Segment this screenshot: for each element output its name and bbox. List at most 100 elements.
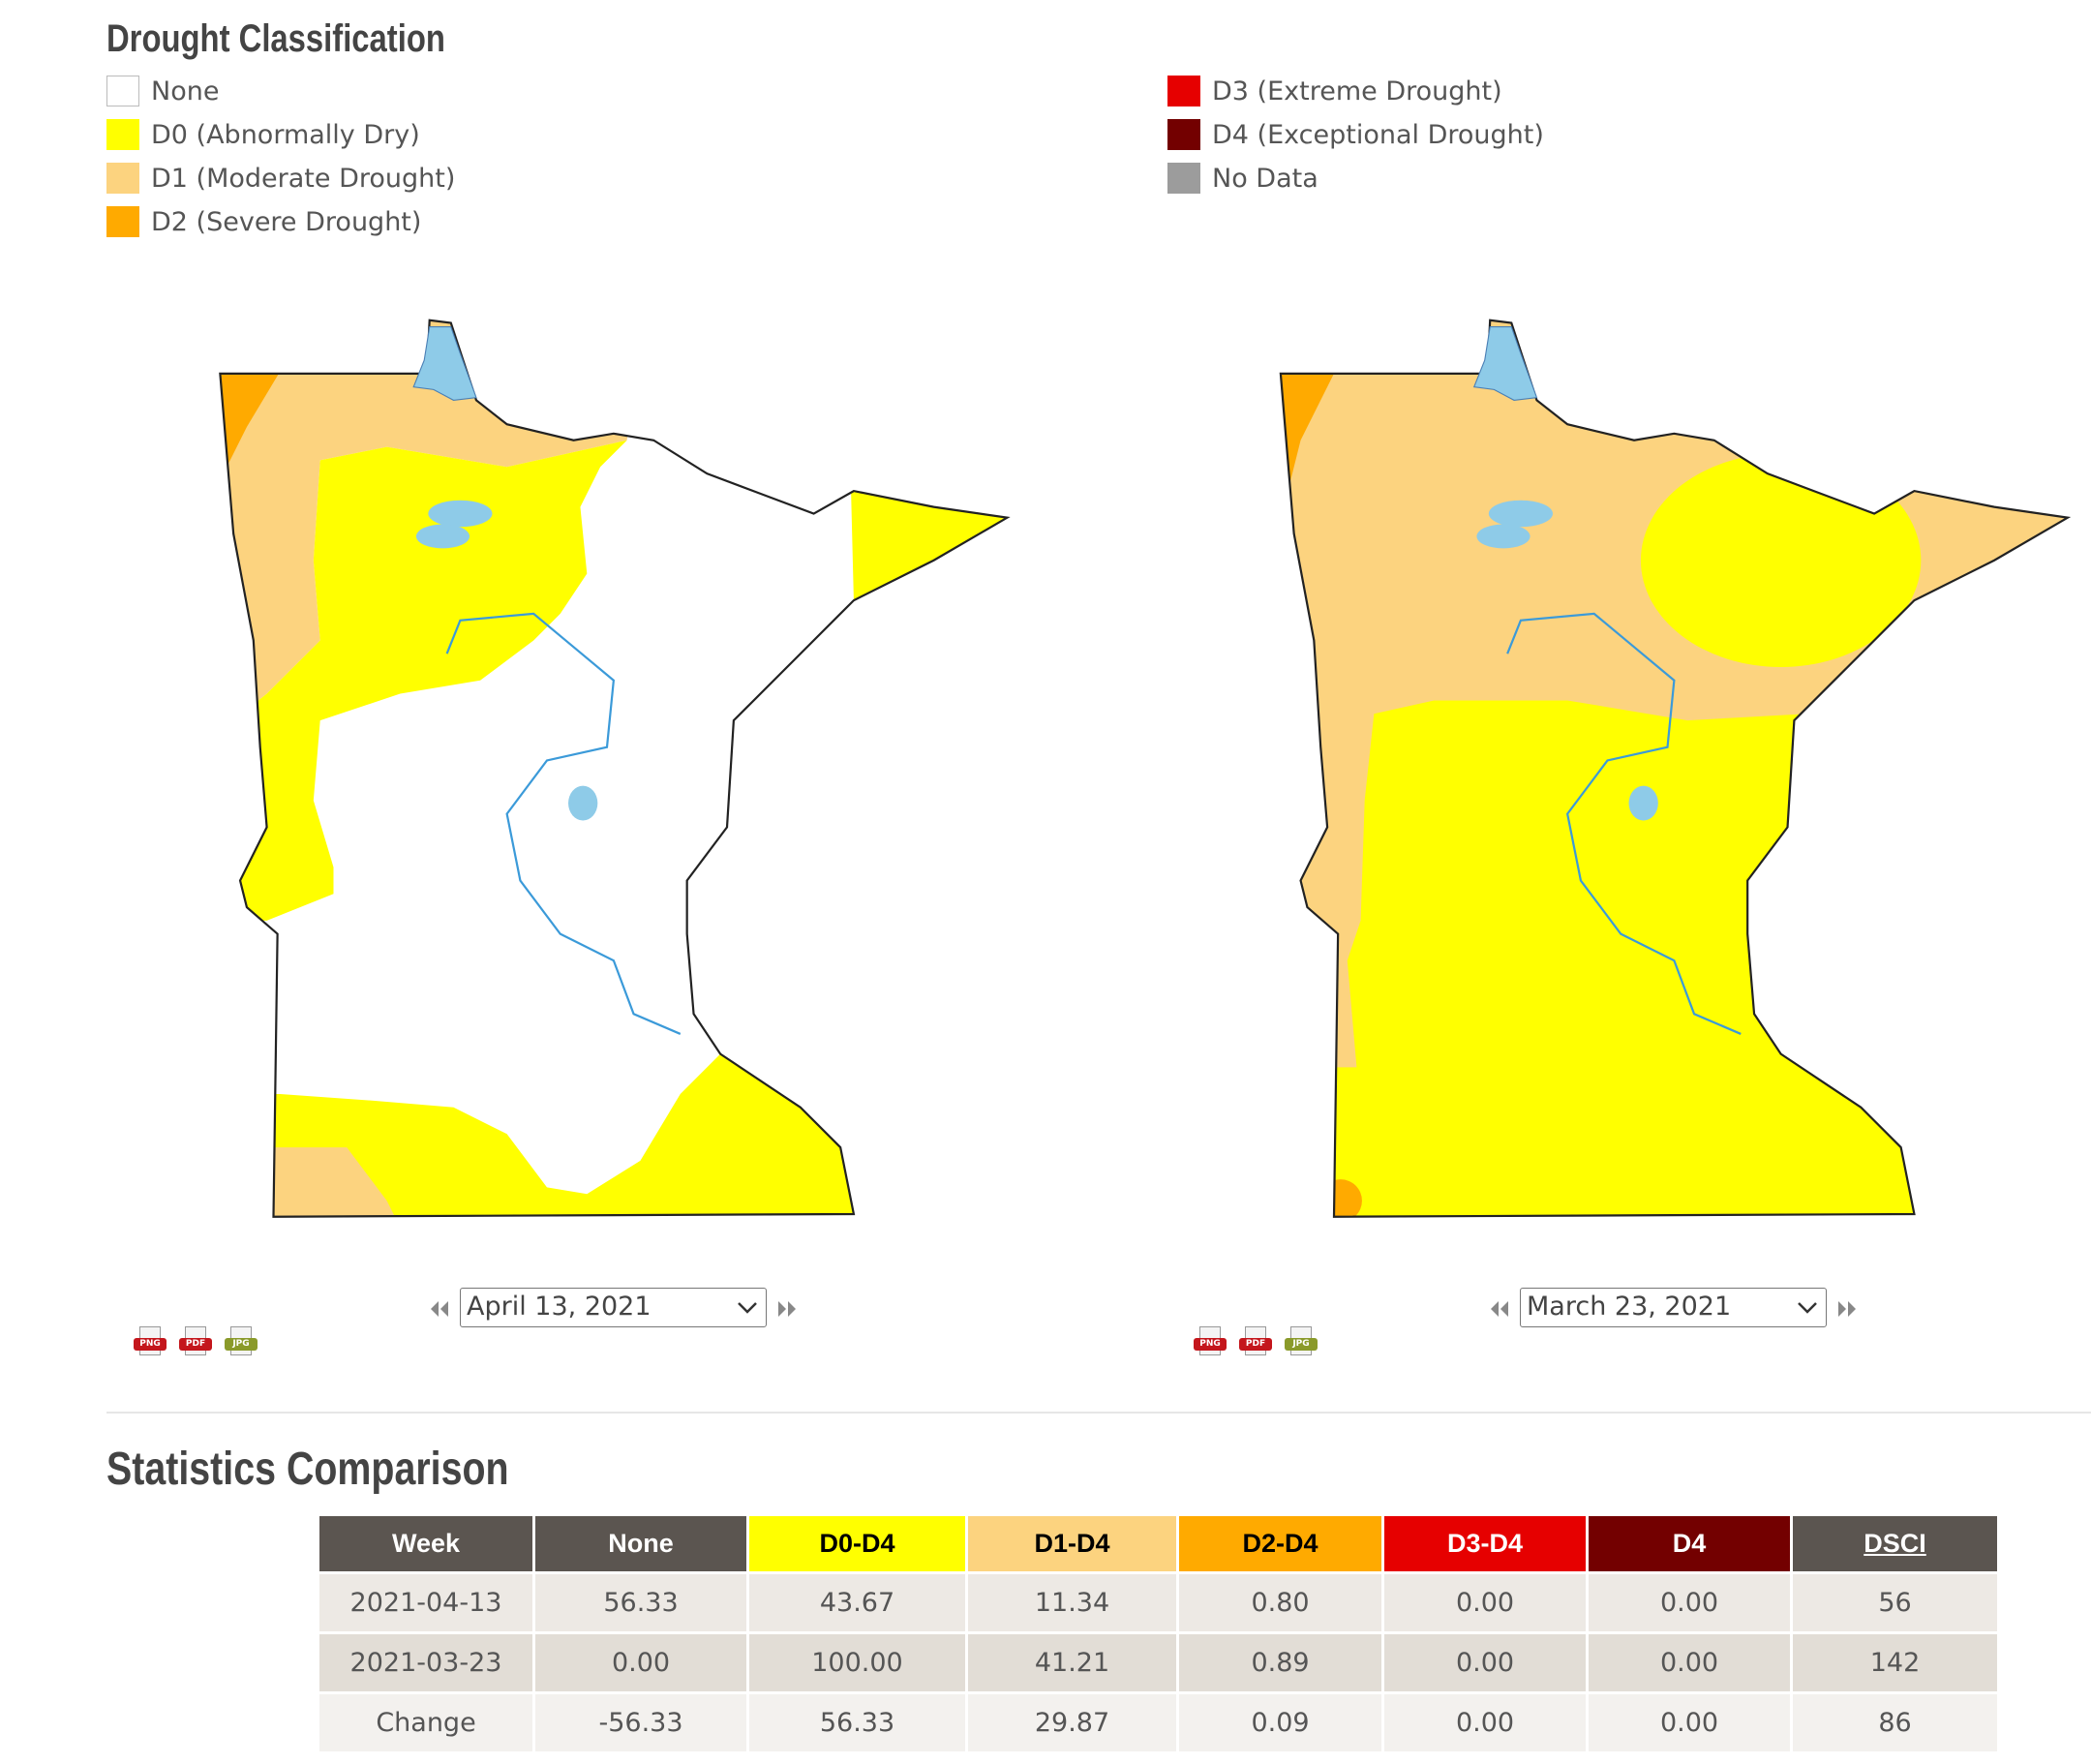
column-header: D4: [1589, 1516, 1790, 1571]
cell: 0.00: [1589, 1634, 1790, 1691]
cell: 0.89: [1179, 1634, 1381, 1691]
arrow-part: [440, 1301, 448, 1317]
data-row: 2021-04-13 56.33 43.67 11.34 0.80 0.00 0.00 56: [319, 1574, 1997, 1631]
map-march: [1280, 319, 2068, 1217]
arrow-part: [778, 1301, 786, 1317]
legend-title: Drought Classification: [106, 17, 445, 60]
lake: [1488, 500, 1553, 528]
cell: 56.33: [535, 1574, 746, 1631]
date-select[interactable]: April 13, 2021: [460, 1288, 767, 1327]
cell: 2021-03-23: [319, 1634, 532, 1691]
download-icon[interactable]: PDF: [179, 1326, 212, 1359]
date-text: March 23, 2021: [1527, 1292, 1732, 1322]
legend-swatch: [106, 119, 139, 150]
column-header: D2-D4: [1179, 1516, 1381, 1571]
chevron: [738, 1302, 757, 1314]
date-arrow[interactable]: [429, 1299, 450, 1319]
column-header: D1-D4: [968, 1516, 1176, 1571]
cell: 142: [1793, 1634, 1997, 1691]
date-arrow[interactable]: [776, 1299, 798, 1319]
lake: [1628, 785, 1658, 821]
stats-table: Week None D0-D4 D1-D4 D2-D4 D3-D4 D4 DSCI 2021-0…: [317, 1513, 2000, 1754]
legend-swatch: [106, 76, 139, 106]
column-header: D3-D4: [1384, 1516, 1586, 1571]
drought-area: [840, 480, 1008, 601]
column-header: D0-D4: [749, 1516, 965, 1571]
river: [1506, 612, 1742, 1035]
download-icon[interactable]: PDF: [1239, 1326, 1272, 1359]
drought-area: [1280, 319, 2068, 1068]
cell: -56.33: [535, 1694, 746, 1751]
cell: 0.80: [1179, 1574, 1381, 1631]
legend-item: None: [106, 76, 219, 106]
legend-item: D4 (Exceptional Drought): [1167, 119, 1544, 150]
arrow-part: [788, 1301, 796, 1317]
legend-item: D3 (Extreme Drought): [1167, 76, 1502, 106]
cell: 29.87: [968, 1694, 1176, 1751]
cell: 0.00: [1589, 1694, 1790, 1751]
date-arrow[interactable]: [1489, 1299, 1510, 1319]
legend-item: D1 (Moderate Drought): [106, 163, 455, 194]
date-text: April 13, 2021: [467, 1292, 652, 1322]
legend-item: D0 (Abnormally Dry): [106, 119, 420, 150]
divider: [106, 1412, 2091, 1414]
cell: 0.00: [1384, 1694, 1586, 1751]
map-features: [1279, 319, 2070, 1218]
river: [445, 612, 682, 1035]
map-features: [219, 319, 1009, 1218]
cell: Change: [319, 1694, 532, 1751]
lake: [428, 500, 493, 528]
lake: [568, 785, 598, 821]
drought-area: [220, 440, 627, 921]
legend-item: No Data: [1167, 163, 1318, 194]
data-row: Change -56.33 56.33 29.87 0.09 0.00 0.00 86: [319, 1694, 1997, 1751]
lake: [1472, 326, 1538, 401]
arrow-part: [431, 1301, 439, 1317]
cell: 100.00: [749, 1634, 965, 1691]
cell: 0.00: [1589, 1574, 1790, 1631]
legend-label: D3 (Extreme Drought): [1212, 76, 1502, 106]
download-icon[interactable]: JPG: [1285, 1326, 1318, 1359]
legend-label: D0 (Abnormally Dry): [151, 119, 420, 150]
dropdown-chevron: [738, 1302, 757, 1314]
arrow-part: [1491, 1301, 1499, 1317]
icon-label: PDF: [1239, 1338, 1272, 1351]
column-header[interactable]: DSCI: [1793, 1516, 1997, 1571]
chevron: [1798, 1302, 1817, 1314]
cell: 86: [1793, 1694, 1997, 1751]
lake: [1476, 524, 1530, 549]
drought-area: [1640, 453, 1922, 667]
lake: [415, 524, 470, 549]
icon-label: PNG: [1194, 1338, 1227, 1351]
maps: [219, 319, 2070, 1218]
cell: 0.00: [535, 1634, 746, 1691]
cell: 0.00: [1384, 1634, 1586, 1691]
map-april: [220, 319, 1008, 1217]
icon-label: JPG: [225, 1338, 258, 1351]
header-row: Week None D0-D4 D1-D4 D2-D4 D3-D4 D4 DSCI: [319, 1516, 1997, 1571]
cell: 0.09: [1179, 1694, 1381, 1751]
icon-label: JPG: [1285, 1338, 1318, 1351]
download-icon[interactable]: PNG: [134, 1326, 167, 1359]
legend-swatch: [1167, 76, 1200, 106]
date-select[interactable]: March 23, 2021: [1520, 1288, 1827, 1327]
legend-label: No Data: [1212, 163, 1318, 194]
legend-swatch: [106, 206, 139, 237]
icon-label: PDF: [179, 1338, 212, 1351]
arrow-part: [1838, 1301, 1846, 1317]
legend-label: D4 (Exceptional Drought): [1212, 119, 1544, 150]
icon-label: PNG: [134, 1338, 167, 1351]
cell: 2021-04-13: [319, 1574, 532, 1631]
cell: 56.33: [749, 1694, 965, 1751]
download-icon[interactable]: PNG: [1194, 1326, 1227, 1359]
dropdown-chevron: [1798, 1302, 1817, 1314]
download-icon[interactable]: JPG: [225, 1326, 258, 1359]
date-arrow[interactable]: [1836, 1299, 1858, 1319]
column-header: Week: [319, 1516, 532, 1571]
lake: [412, 326, 477, 401]
cell: 56: [1793, 1574, 1997, 1631]
arrow-part: [1848, 1301, 1856, 1317]
column-header: None: [535, 1516, 746, 1571]
legend-swatch: [1167, 119, 1200, 150]
